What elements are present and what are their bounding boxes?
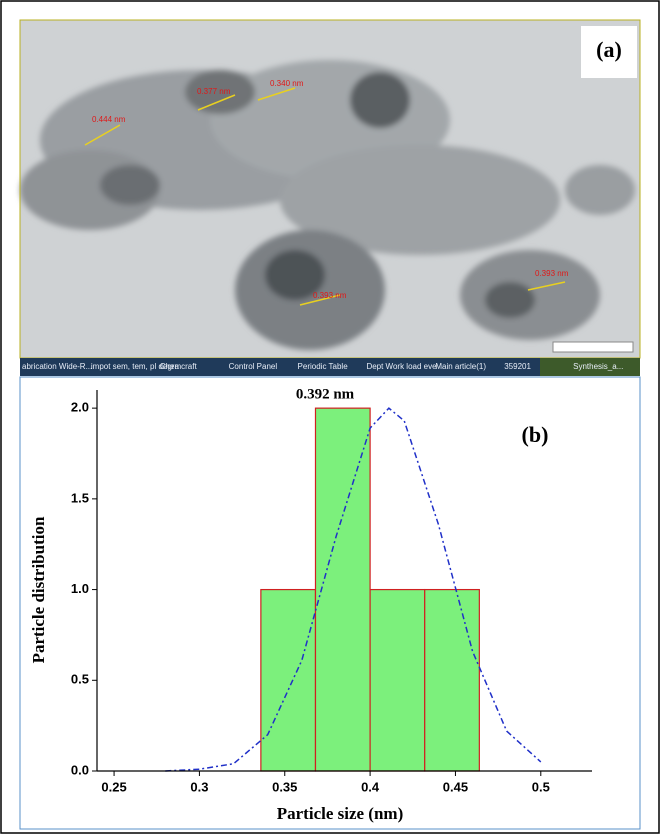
x-axis-title: Particle size (nm) [277,804,404,823]
taskbar-item: Dept Work load eve [366,362,437,371]
panel-label: (b) [522,422,549,447]
measurement-label: 0.393 nm [535,269,569,278]
scale-bar [552,341,634,353]
taskbar-item: impot sem, tem, pl degra [91,362,180,371]
measurement-label: 0.340 nm [270,79,304,88]
measurement-label: 0.393 nm [313,291,347,300]
panel-label-box [581,26,637,78]
y-axis-title: Particle distribution [29,516,48,663]
y-tick-label: 0.5 [71,672,89,687]
bar [260,588,317,772]
taskbar-item: Synthesis_a... [573,362,623,371]
y-tick-label: 1.5 [71,490,89,505]
measurement-label: 0.444 nm [92,115,126,124]
taskbar-item: Control Panel [229,362,278,371]
y-tick-label: 1.0 [71,581,89,596]
taskbar-item: Chemcraft [160,362,198,371]
taskbar-item: 359201 [504,362,531,371]
annotation: 0.392 nm [296,386,355,402]
taskbar-item: Main article(1) [435,362,486,371]
panel-label: (a) [596,37,622,62]
micrograph: 0.444 nm 0.377 nm 0.340 nm 0.393 nm 0.39… [19,19,641,359]
taskbar [20,358,640,376]
x-tick-label: 0.45 [443,779,468,794]
particles [20,60,635,350]
taskbar-item: abrication Wide-R... [22,362,92,371]
x-tick-label: 0.5 [532,779,550,794]
y-tick-label: 0.0 [71,762,89,777]
taskbar-item: Periodic Table [298,362,349,371]
bar [424,588,480,772]
chart-frame [19,376,641,830]
x-tick-label: 0.35 [272,779,297,794]
y-tick-label: 2.0 [71,400,89,415]
fit-curve [165,407,542,772]
x-tick-label: 0.3 [190,779,208,794]
x-tick-label: 0.25 [101,779,126,794]
measurement-label: 0.377 nm [197,87,231,96]
bar [369,588,426,772]
bar [314,407,371,772]
x-tick-label: 0.4 [361,779,380,794]
